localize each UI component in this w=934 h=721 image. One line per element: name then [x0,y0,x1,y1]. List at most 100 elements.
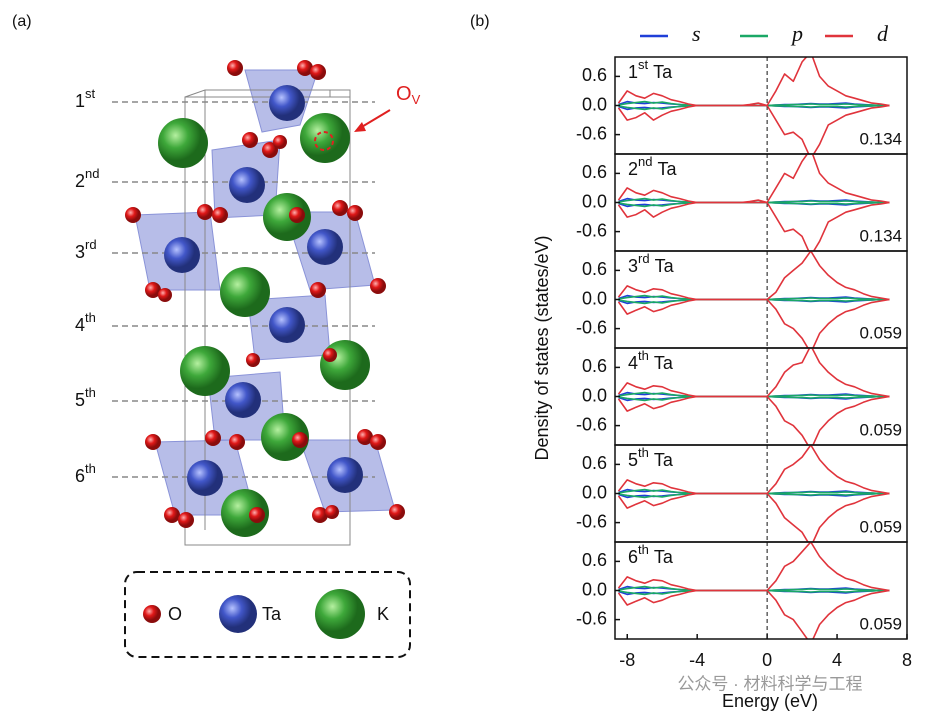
y-tick-label: 0.0 [582,288,607,308]
panel-value: 0.134 [859,129,902,148]
y-tick-label: -0.6 [576,511,607,531]
layer-sup: th [85,310,96,325]
vacancy-marker [314,131,334,151]
panel-num: 6 [628,547,638,567]
panel-label: (b) [470,13,490,30]
panel-title: 6th Ta [628,542,674,566]
layer-label: 5th [75,385,96,409]
legend-label: d [877,21,889,46]
dos-line [617,104,890,154]
atom-legend-box [124,571,411,658]
x-tick-label: 8 [902,650,912,670]
panel-label: (a) [12,13,32,30]
layer-num: 6 [75,466,85,486]
panel-value: 0.059 [859,614,902,633]
layer-label: 1st [75,86,96,110]
o-atoms [125,60,405,528]
y-tick-label: -0.6 [576,123,607,143]
layer-num: 3 [75,242,85,262]
vacancy-main: O [396,83,412,105]
panel-value: 0.134 [859,226,902,245]
panel-title: 5th Ta [628,445,674,469]
y-tick-label: 0.0 [582,385,607,405]
y-tick-label: 0.0 [582,94,607,114]
ta-atoms [164,85,363,496]
panel-num: 3 [628,256,638,276]
x-tick-label: -8 [619,650,635,670]
panel-sup: nd [638,154,652,169]
x-tick-label: 0 [762,650,772,670]
panel-title: 4th Ta [628,348,674,372]
layer-sup: nd [85,166,99,181]
dos-line [617,395,890,445]
panel-name: Ta [654,353,674,373]
legend-k [315,589,365,639]
plot-area [617,445,890,542]
plot-area [617,251,890,348]
panel-title: 2nd Ta [628,154,677,178]
x-tick-label: 4 [832,650,842,670]
layer-label: 4th [75,310,96,334]
k-atoms [158,113,370,537]
legend-label: O [168,604,182,624]
panel-title: 3rd Ta [628,251,675,275]
y-tick-label: 0.0 [582,191,607,211]
legend-label: K [377,604,389,624]
y-tick-label: 0.6 [582,259,607,279]
layer-num: 1 [75,91,85,111]
panel-value: 0.059 [859,517,902,536]
legend-label: p [790,21,803,46]
y-tick-label: 0.6 [582,162,607,182]
layer-sup: rd [85,237,97,252]
legend-label: s [692,21,701,46]
dos-line [617,57,890,107]
panel-sup: th [638,542,649,557]
panel-num: 1 [628,62,638,82]
y-tick-label: 0.0 [582,482,607,502]
layer-label: 3rd [75,237,97,261]
plot-area [617,542,890,639]
panel-name: Ta [653,62,673,82]
y-tick-label: 0.6 [582,65,607,85]
panel-sup: th [638,445,649,460]
layer-sup: th [85,461,96,476]
layer-num: 5 [75,390,85,410]
panel-value: 0.059 [859,420,902,439]
panel-num: 2 [628,159,638,179]
legend-ta [219,595,257,633]
plot-area [617,348,890,445]
legend-label: Ta [262,604,282,624]
layer-sup: th [85,385,96,400]
layer-num: 4 [75,315,85,335]
y-axis-label: Density of states (states/eV) [532,235,552,460]
panel-name: Ta [655,256,675,276]
panel-sup: th [638,348,649,363]
crystal-structure: OV O Ta K [112,60,421,658]
watermark: 公众号 · 材料科学与工程 [677,674,862,693]
plot-area [617,57,890,154]
y-tick-label: 0.6 [582,356,607,376]
y-tick-label: -0.6 [576,608,607,628]
panel-name: Ta [657,159,677,179]
plot-area [617,154,890,251]
dos-line [617,298,890,348]
dos-line [617,492,890,542]
panel-sup: rd [638,251,650,266]
vacancy-arrow [359,109,391,129]
dos-line [617,201,890,251]
arrow-head [354,122,366,132]
layer-label: 2nd [75,166,99,190]
y-tick-label: -0.6 [576,414,607,434]
layer-num: 2 [75,171,85,191]
dos-line [617,589,890,639]
panel-num: 4 [628,353,638,373]
y-tick-label: -0.6 [576,220,607,240]
panel-name: Ta [654,450,674,470]
vacancy-label: OV [396,83,421,107]
y-tick-label: 0.6 [582,550,607,570]
dos-line [617,154,890,204]
panel-sup: st [638,57,649,72]
panel-name: Ta [654,547,674,567]
vacancy-sub: V [412,92,421,107]
x-axis-label: Energy (eV) [722,691,818,711]
